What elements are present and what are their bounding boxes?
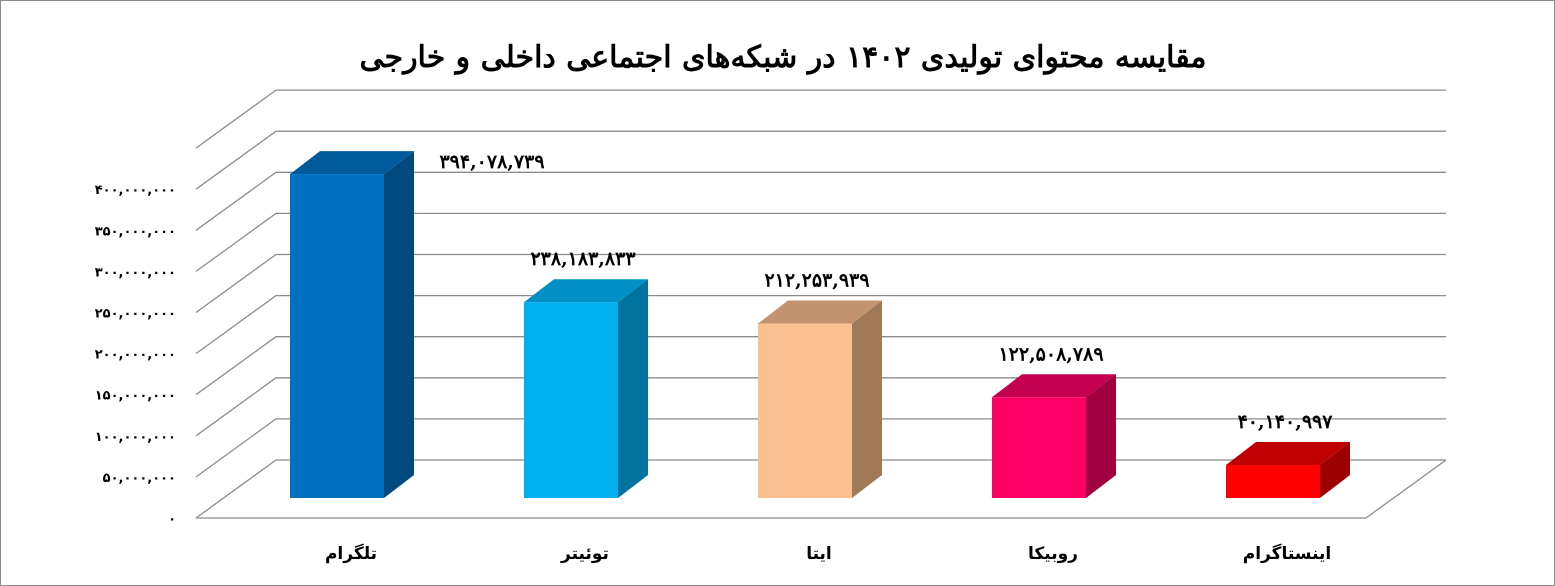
x-axis: تلگرام توئیتر ایتا روبیکا اینستاگرام — [325, 543, 1331, 564]
data-label: ۲۳۸,۱۸۳,۸۳۳ — [530, 248, 636, 270]
y-tick-label: ۵۰,۰۰۰,۰۰۰ — [103, 471, 176, 486]
bar — [524, 279, 648, 498]
bar-side — [618, 279, 648, 498]
y-tick-label: ۰ — [168, 512, 176, 527]
gridline — [195, 171, 1446, 231]
chart-title: مقایسه محتوای تولیدی ۱۴۰۲ در شبکه‌های اج… — [360, 40, 1207, 75]
gridlines — [195, 89, 1447, 519]
gridline — [195, 130, 1446, 190]
bar-side — [1086, 374, 1116, 498]
data-labels: ۳۹۴,۰۷۸,۷۳۹ ۲۳۸,۱۸۳,۸۳۳ ۲۱۲,۲۵۳,۹۳۹ ۱۲۲,۵۰۸… — [439, 151, 1333, 433]
gridline — [195, 294, 1446, 355]
bar-front — [1226, 465, 1320, 498]
bar-top — [758, 300, 882, 324]
y-tick-label: ۳۵۰,۰۰۰,۰۰۰ — [95, 224, 176, 239]
category-label: تلگرام — [325, 543, 377, 564]
gridline — [195, 212, 1446, 272]
data-label: ۱۲۲,۵۰۸,۷۸۹ — [998, 343, 1103, 365]
bar-front — [524, 302, 618, 498]
bar-side — [1320, 442, 1350, 498]
category-label: توئیتر — [560, 544, 609, 564]
bar — [758, 300, 882, 498]
y-axis: ۰ ۵۰,۰۰۰,۰۰۰ ۱۰۰,۰۰۰,۰۰۰ ۱۵۰,۰۰۰,۰۰۰ ۲۰۰,۰۰۰… — [95, 183, 176, 527]
bars — [290, 151, 1350, 499]
bar-top — [524, 279, 648, 303]
data-label: ۳۹۴,۰۷۸,۷۳۹ — [439, 151, 544, 173]
y-tick-label: ۲۵۰,۰۰۰,۰۰۰ — [95, 307, 176, 322]
bar-front — [290, 174, 384, 499]
gridline — [195, 336, 1446, 396]
category-label: اینستاگرام — [1243, 543, 1332, 564]
y-tick-label: ۱۰۰,۰۰۰,۰۰۰ — [95, 430, 176, 445]
category-label: ایتا — [806, 544, 832, 564]
bar — [992, 374, 1116, 498]
bar-top — [1226, 442, 1350, 466]
y-tick-label: ۳۰۰,۰۰۰,۰۰۰ — [95, 265, 176, 280]
gridline — [195, 253, 1446, 314]
bar-front — [758, 323, 852, 498]
gridline — [195, 89, 1446, 149]
bar-top — [992, 374, 1116, 398]
y-tick-label: ۱۵۰,۰۰۰,۰۰۰ — [95, 389, 176, 404]
floor-edge — [196, 459, 1447, 519]
data-label: ۴۰,۱۴۰,۹۹۷ — [1238, 411, 1334, 433]
bar — [1226, 442, 1350, 498]
y-tick-label: ۴۰۰,۰۰۰,۰۰۰ — [95, 183, 176, 198]
y-tick-label: ۲۰۰,۰۰۰,۰۰۰ — [95, 348, 176, 363]
category-label: روبیکا — [1028, 544, 1078, 564]
bar-front — [992, 397, 1086, 498]
bar-top — [290, 151, 414, 175]
bar — [290, 151, 414, 499]
data-label: ۲۱۲,۲۵۳,۹۳۹ — [764, 270, 869, 292]
bar-side — [852, 300, 882, 498]
bar-side — [384, 151, 414, 499]
